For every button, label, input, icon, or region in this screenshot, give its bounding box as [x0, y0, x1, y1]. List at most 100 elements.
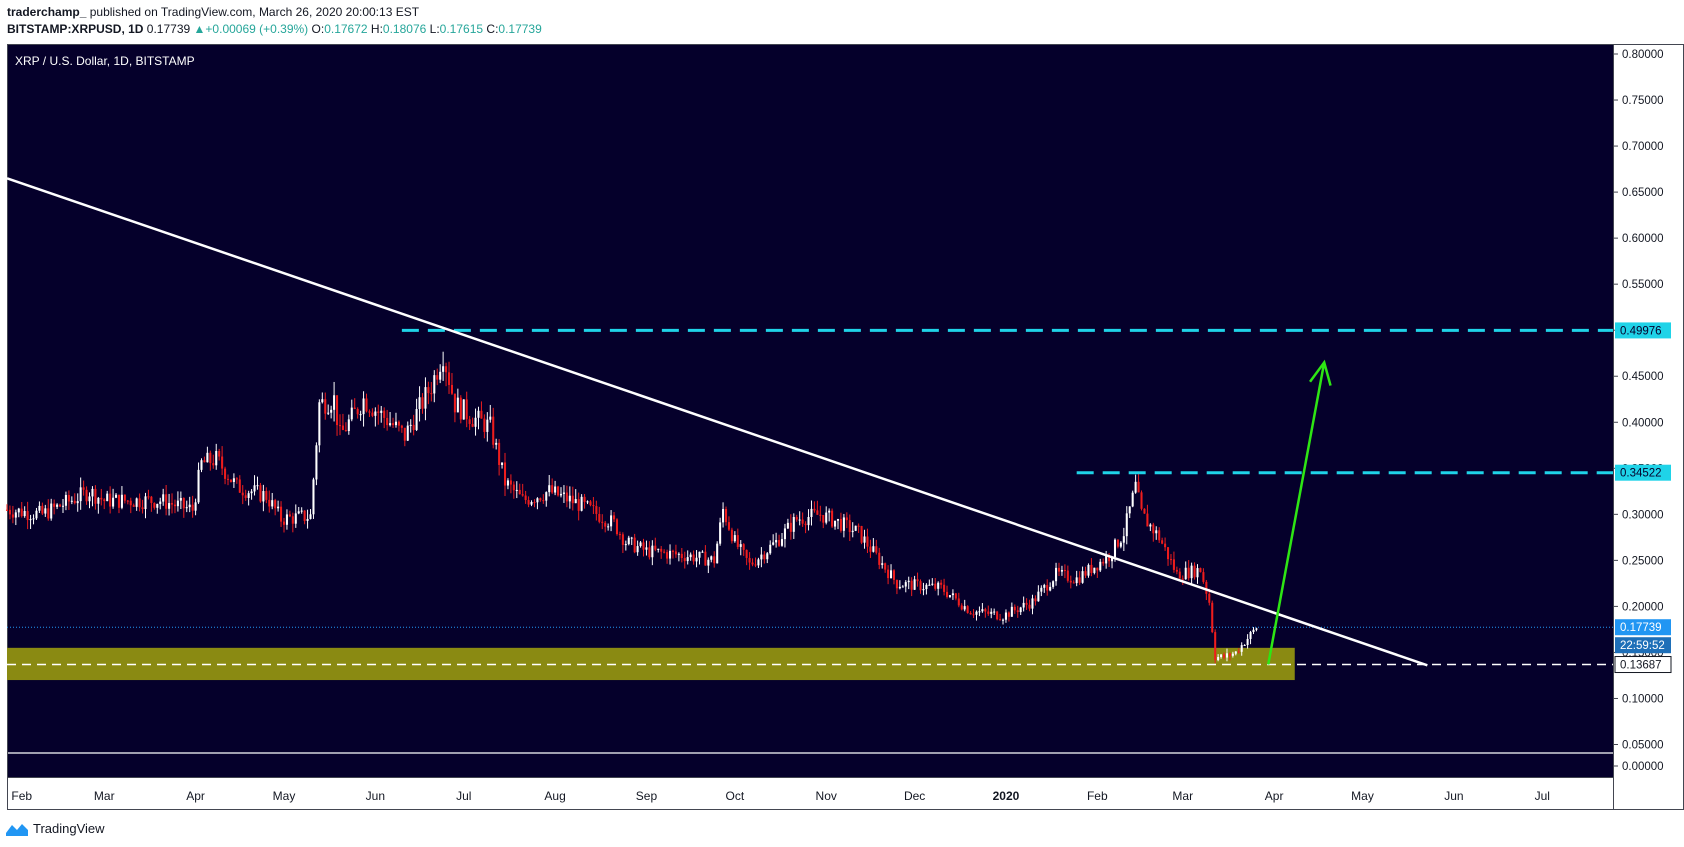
candle-body	[615, 519, 619, 535]
candle-body	[881, 563, 884, 565]
candle-body	[928, 584, 931, 586]
tradingview-logo-icon	[6, 822, 28, 836]
candle-body	[282, 521, 286, 525]
candle-body	[1125, 513, 1128, 537]
candle-body	[1052, 581, 1055, 587]
candle-body	[978, 611, 981, 613]
candle-body	[943, 584, 946, 592]
candle-body	[987, 611, 990, 614]
candle-body	[1004, 612, 1007, 620]
candle-body	[338, 425, 342, 427]
candle-body	[869, 546, 872, 552]
candle-body	[857, 525, 860, 527]
candle-body	[951, 593, 954, 596]
candle-body	[391, 423, 395, 426]
candle-body	[1193, 565, 1196, 578]
candle-body	[285, 514, 288, 525]
low-label: L:	[429, 22, 440, 36]
y-tick-label: 0.00000	[1622, 761, 1664, 773]
x-tick-label: May	[1351, 789, 1374, 803]
candle-body	[97, 497, 100, 504]
candle-body	[403, 427, 406, 441]
candle-body	[194, 502, 197, 511]
candle-body	[904, 582, 907, 587]
candle-body	[32, 518, 35, 520]
price-chart[interactable]: XRP / U.S. Dollar, 1D, BITSTAMP 0.80000 0.…	[0, 42, 1684, 814]
candle-body	[235, 478, 238, 480]
candle-body	[421, 397, 424, 409]
candle-body	[309, 514, 312, 519]
candle-body	[501, 462, 504, 465]
candle-body	[1137, 481, 1140, 493]
candle-body	[666, 552, 669, 559]
candle-body	[1040, 587, 1043, 592]
candle-body	[232, 478, 235, 482]
candle-body	[545, 492, 548, 501]
candle-body	[1134, 481, 1137, 493]
current-price-label-bg	[1615, 619, 1671, 636]
candle-body	[53, 503, 56, 507]
candle-body	[1055, 567, 1058, 582]
candle-body	[722, 508, 725, 523]
candle-body	[179, 498, 182, 501]
candles	[5, 351, 1258, 664]
candle-body	[477, 410, 480, 418]
candle-body	[1225, 653, 1229, 658]
candle-body	[456, 397, 459, 413]
candle-body	[300, 510, 303, 512]
candle-body	[100, 497, 103, 500]
candle-body	[191, 504, 194, 511]
candle-body	[1001, 619, 1005, 621]
candle-body	[35, 510, 38, 519]
author-name[interactable]: traderchamp_	[7, 5, 87, 19]
candle-body	[474, 417, 477, 427]
candle-body	[117, 494, 121, 508]
candle-body	[14, 512, 17, 518]
candle-body	[651, 545, 654, 558]
candle-body	[595, 506, 598, 514]
candle-body	[26, 511, 29, 520]
candle-body	[539, 498, 542, 501]
candle-body	[807, 516, 810, 526]
countdown-label-bg	[1615, 637, 1671, 654]
x-tick-label: Feb	[1087, 789, 1108, 803]
candle-body	[1149, 524, 1152, 527]
candle-body	[91, 488, 94, 497]
candle-body	[727, 522, 730, 530]
candle-body	[362, 398, 365, 415]
candle-body	[1196, 568, 1199, 578]
x-tick-label: Jul	[1535, 789, 1550, 803]
candle-body	[1060, 570, 1063, 572]
close-label: C:	[486, 22, 499, 36]
candle-body	[170, 503, 174, 505]
candle-body	[173, 504, 176, 507]
x-tick-label: Sep	[636, 789, 658, 803]
candle-body	[447, 372, 451, 385]
candle-body	[212, 463, 215, 466]
x-tick-label: 2020	[993, 789, 1020, 803]
candle-body	[1007, 612, 1010, 617]
y-tick-label: 0.05000	[1622, 740, 1664, 752]
candle-body	[200, 460, 203, 470]
candle-body	[780, 539, 784, 546]
candle-body	[769, 544, 772, 554]
x-tick-label: Mar	[94, 789, 115, 803]
x-tick-label: Apr	[186, 789, 205, 803]
candle-body	[701, 551, 704, 553]
candle-body	[648, 547, 651, 558]
candle-body	[371, 412, 374, 416]
candle-body	[11, 514, 14, 518]
up-triangle-icon: ▲	[193, 22, 206, 36]
tradingview-brand[interactable]: TradingView	[33, 821, 105, 836]
candle-body	[836, 519, 840, 521]
candle-body	[380, 410, 383, 413]
candle-body	[1199, 568, 1202, 573]
candle-body	[70, 500, 73, 502]
candle-body	[577, 499, 580, 511]
candle-body	[1122, 536, 1125, 543]
candle-body	[919, 581, 922, 591]
candle-body	[347, 419, 350, 432]
candle-body	[50, 503, 53, 519]
candle-body	[123, 494, 126, 501]
candle-body	[412, 424, 415, 430]
